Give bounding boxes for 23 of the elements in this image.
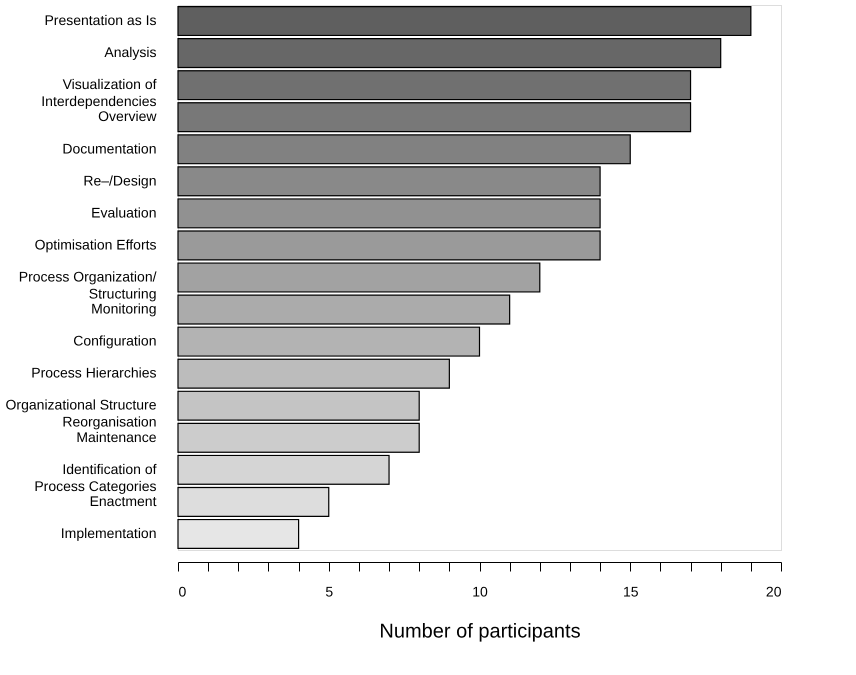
- y-tick-label: Re–/Design: [83, 172, 156, 188]
- x-tick-label: 5: [325, 584, 334, 600]
- y-tick-label: Overview: [98, 108, 158, 124]
- y-tick-label: Identification of Process Categories: [34, 460, 157, 494]
- x-tick-label: 0: [178, 584, 186, 600]
- y-tick-label: Configuration: [73, 332, 156, 349]
- y-tick-label: Implementation: [60, 524, 156, 541]
- x-tick-label: 10: [472, 584, 488, 600]
- y-tick-label: Monitoring: [91, 300, 156, 317]
- y-tick-label: Process Organization/ Structuring: [18, 268, 157, 302]
- y-tick-label: Documentation: [62, 140, 156, 156]
- y-tick-label: Process Hierarchies: [31, 364, 156, 381]
- y-tick-label: Optimisation Efforts: [34, 236, 156, 252]
- x-tick-label: 20: [766, 584, 782, 600]
- y-tick-label: Evaluation: [91, 204, 156, 220]
- y-tick-label: Analysis: [104, 44, 156, 60]
- y-tick-label: Presentation as Is: [44, 12, 156, 28]
- y-tick-label: Enactment: [90, 492, 157, 509]
- y-tick-label: Organizational Structure Reorganisation: [6, 396, 157, 430]
- x-axis-title: Number of participants: [379, 620, 581, 642]
- x-tick-label: 15: [622, 584, 639, 600]
- y-tick-label: Maintenance: [76, 428, 157, 445]
- y-tick-label: Visualization of Interdependencies: [41, 76, 157, 110]
